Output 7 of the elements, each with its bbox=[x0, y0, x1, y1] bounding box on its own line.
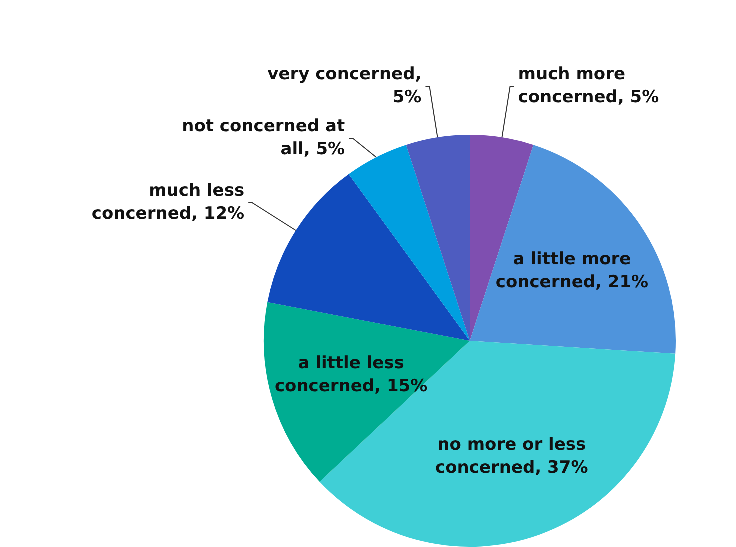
slice-label: not concerned at all, 5% bbox=[182, 116, 346, 160]
slice-label: much more concerned, 5% bbox=[518, 64, 660, 108]
slice-label: much less concerned, 12% bbox=[92, 180, 245, 224]
slice-label: no more or less concerned, 37% bbox=[436, 435, 588, 478]
slice-label: very concerned, 5% bbox=[268, 64, 422, 108]
slice-label: a little more concerned, 21% bbox=[496, 249, 649, 292]
slice-label: a little less concerned, 15% bbox=[274, 353, 428, 396]
